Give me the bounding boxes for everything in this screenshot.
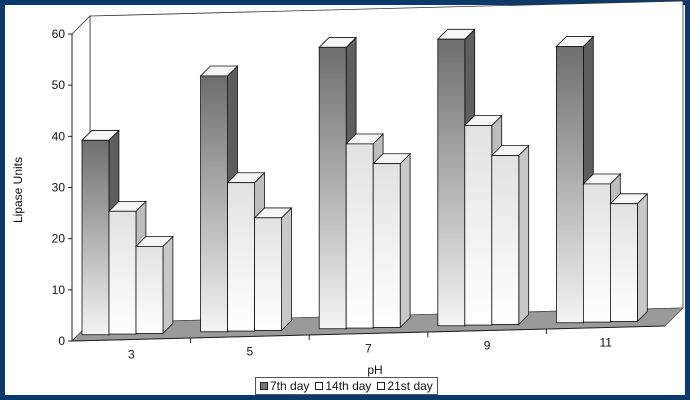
x-tick-label: 5 xyxy=(247,344,254,358)
bar-14th-day-ph-11 xyxy=(583,183,611,323)
bar-14th-day-ph-7 xyxy=(345,143,374,329)
bar-21st-day-ph-11 xyxy=(610,203,638,322)
bar-14th-day-ph-3 xyxy=(108,210,137,335)
bar-21st-day-ph-5 xyxy=(254,217,283,331)
y-tick-label: 50 xyxy=(52,78,66,92)
chart-legend: 7th day 14th day 21st day xyxy=(255,377,438,395)
y-tick-label: 40 xyxy=(52,129,66,143)
bar-side xyxy=(518,144,530,326)
legend-item-14th-day: 14th day xyxy=(315,379,371,393)
y-tick-label: 20 xyxy=(52,232,66,246)
bar-7th-day-ph-3 xyxy=(81,139,110,336)
legend-label-21st-day: 21st day xyxy=(387,379,433,393)
y-tick-label: 0 xyxy=(58,334,65,348)
bar-side xyxy=(637,192,648,323)
legend-swatch-7th-day xyxy=(260,382,268,390)
bar-7th-day-ph-5 xyxy=(200,75,229,333)
bar-side xyxy=(281,206,292,332)
x-axis-title: pH xyxy=(367,363,382,377)
legend-item-7th-day: 7th day xyxy=(260,379,309,393)
legend-item-21st-day: 21st day xyxy=(377,379,433,393)
bar-side xyxy=(162,235,174,335)
x-tick-label: 7 xyxy=(365,341,372,355)
bar-21st-day-ph-3 xyxy=(135,245,164,334)
x-tick-label: 9 xyxy=(484,338,491,352)
bar-21st-day-ph-7 xyxy=(372,163,401,328)
bar-7th-day-ph-11 xyxy=(556,46,584,324)
legend-label-7th-day: 7th day xyxy=(270,379,310,393)
bar-7th-day-ph-9 xyxy=(437,38,466,327)
x-tick-label: 3 xyxy=(128,347,135,361)
y-axis-title: Lipase Units xyxy=(11,157,25,223)
y-tick-label: 10 xyxy=(52,283,66,297)
bar-side xyxy=(399,152,411,329)
x-axis xyxy=(71,325,666,342)
legend-swatch-21st-day xyxy=(377,382,386,390)
bar-14th-day-ph-9 xyxy=(464,125,493,326)
y-tick-label: 30 xyxy=(52,181,66,195)
y-tick-label: 60 xyxy=(52,27,66,41)
x-tick-label: 11 xyxy=(599,335,612,349)
bar-7th-day-ph-7 xyxy=(318,46,347,330)
bar-21st-day-ph-9 xyxy=(491,155,520,325)
legend-swatch-14th-day xyxy=(315,382,324,390)
bar-14th-day-ph-5 xyxy=(227,182,256,332)
legend-label-14th-day: 14th day xyxy=(325,379,372,393)
